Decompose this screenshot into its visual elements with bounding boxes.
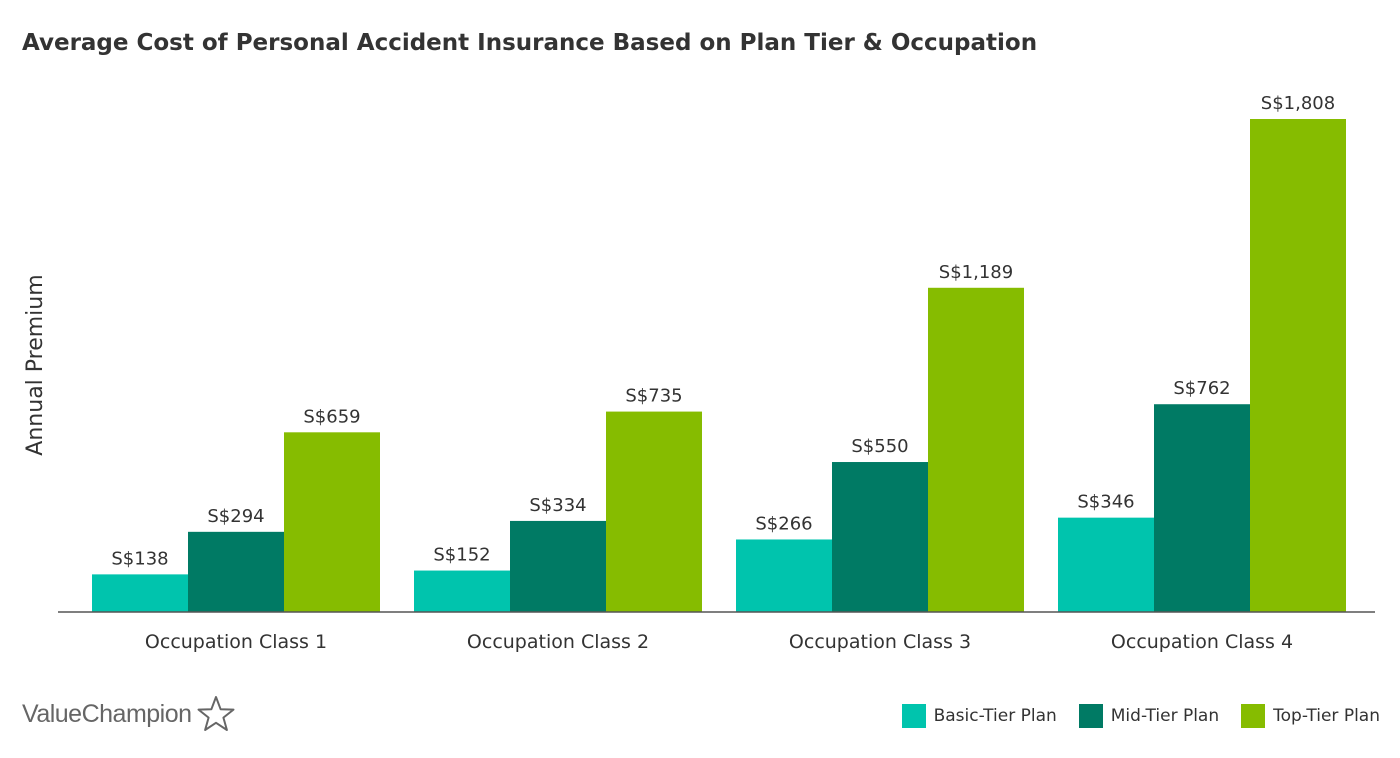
data-label: S$1,189 <box>939 262 1013 283</box>
bars-layer <box>92 119 1346 612</box>
bar <box>92 574 188 612</box>
legend-swatch <box>901 704 926 728</box>
data-label: S$1,808 <box>1261 93 1335 114</box>
data-label: S$735 <box>625 386 682 407</box>
y-axis-title: Annual Premium <box>23 274 48 455</box>
data-label: S$266 <box>755 513 812 534</box>
legend-item-top: Top-Tier Plan <box>1241 704 1380 728</box>
x-tick-label: Occupation Class 3 <box>789 631 971 653</box>
legend-label: Mid-Tier Plan <box>1110 706 1220 726</box>
bar <box>1058 517 1154 612</box>
bar <box>188 531 284 612</box>
data-label: S$659 <box>303 406 360 427</box>
bar <box>510 520 606 612</box>
legend-item-basic: Basic-Tier Plan <box>901 704 1057 728</box>
data-labels-layer: S$138 S$294 S$659 S$152 S$334 S$735 S$266 S$550… <box>111 93 1335 569</box>
data-label: S$346 <box>1077 492 1134 513</box>
data-label: S$550 <box>851 436 908 457</box>
x-tick-label: Occupation Class 4 <box>1111 631 1293 653</box>
data-label: S$294 <box>207 506 264 527</box>
bar <box>832 462 928 612</box>
legend-item-mid: Mid-Tier Plan <box>1078 704 1220 728</box>
chart-title: Average Cost of Personal Accident Insura… <box>22 30 1038 56</box>
x-tick-label: Occupation Class 1 <box>145 631 327 653</box>
data-label: S$138 <box>111 548 168 569</box>
data-label: S$152 <box>433 545 490 566</box>
legend-label: Basic-Tier Plan <box>933 706 1057 726</box>
bar <box>606 411 702 612</box>
data-label: S$762 <box>1173 378 1230 399</box>
legend-swatch <box>1241 704 1266 728</box>
brand-logo: ValueChampion <box>22 694 236 734</box>
bar <box>414 570 510 612</box>
legend-label: Top-Tier Plan <box>1273 706 1380 726</box>
bar <box>1154 404 1250 612</box>
bar <box>928 287 1024 612</box>
bar <box>284 432 380 612</box>
chart-legend: Basic-Tier Plan Mid-Tier Plan Top-Tier P… <box>880 704 1380 728</box>
data-label: S$334 <box>529 495 586 516</box>
legend-swatch <box>1078 704 1103 728</box>
x-tick-label: Occupation Class 2 <box>467 631 649 653</box>
brand-name: ValueChampion <box>22 699 192 728</box>
star-outline-icon <box>196 694 236 734</box>
x-tick-labels: Occupation Class 1 Occupation Class 2 Occu… <box>145 631 1293 653</box>
bar <box>736 539 832 612</box>
bar <box>1250 119 1346 612</box>
